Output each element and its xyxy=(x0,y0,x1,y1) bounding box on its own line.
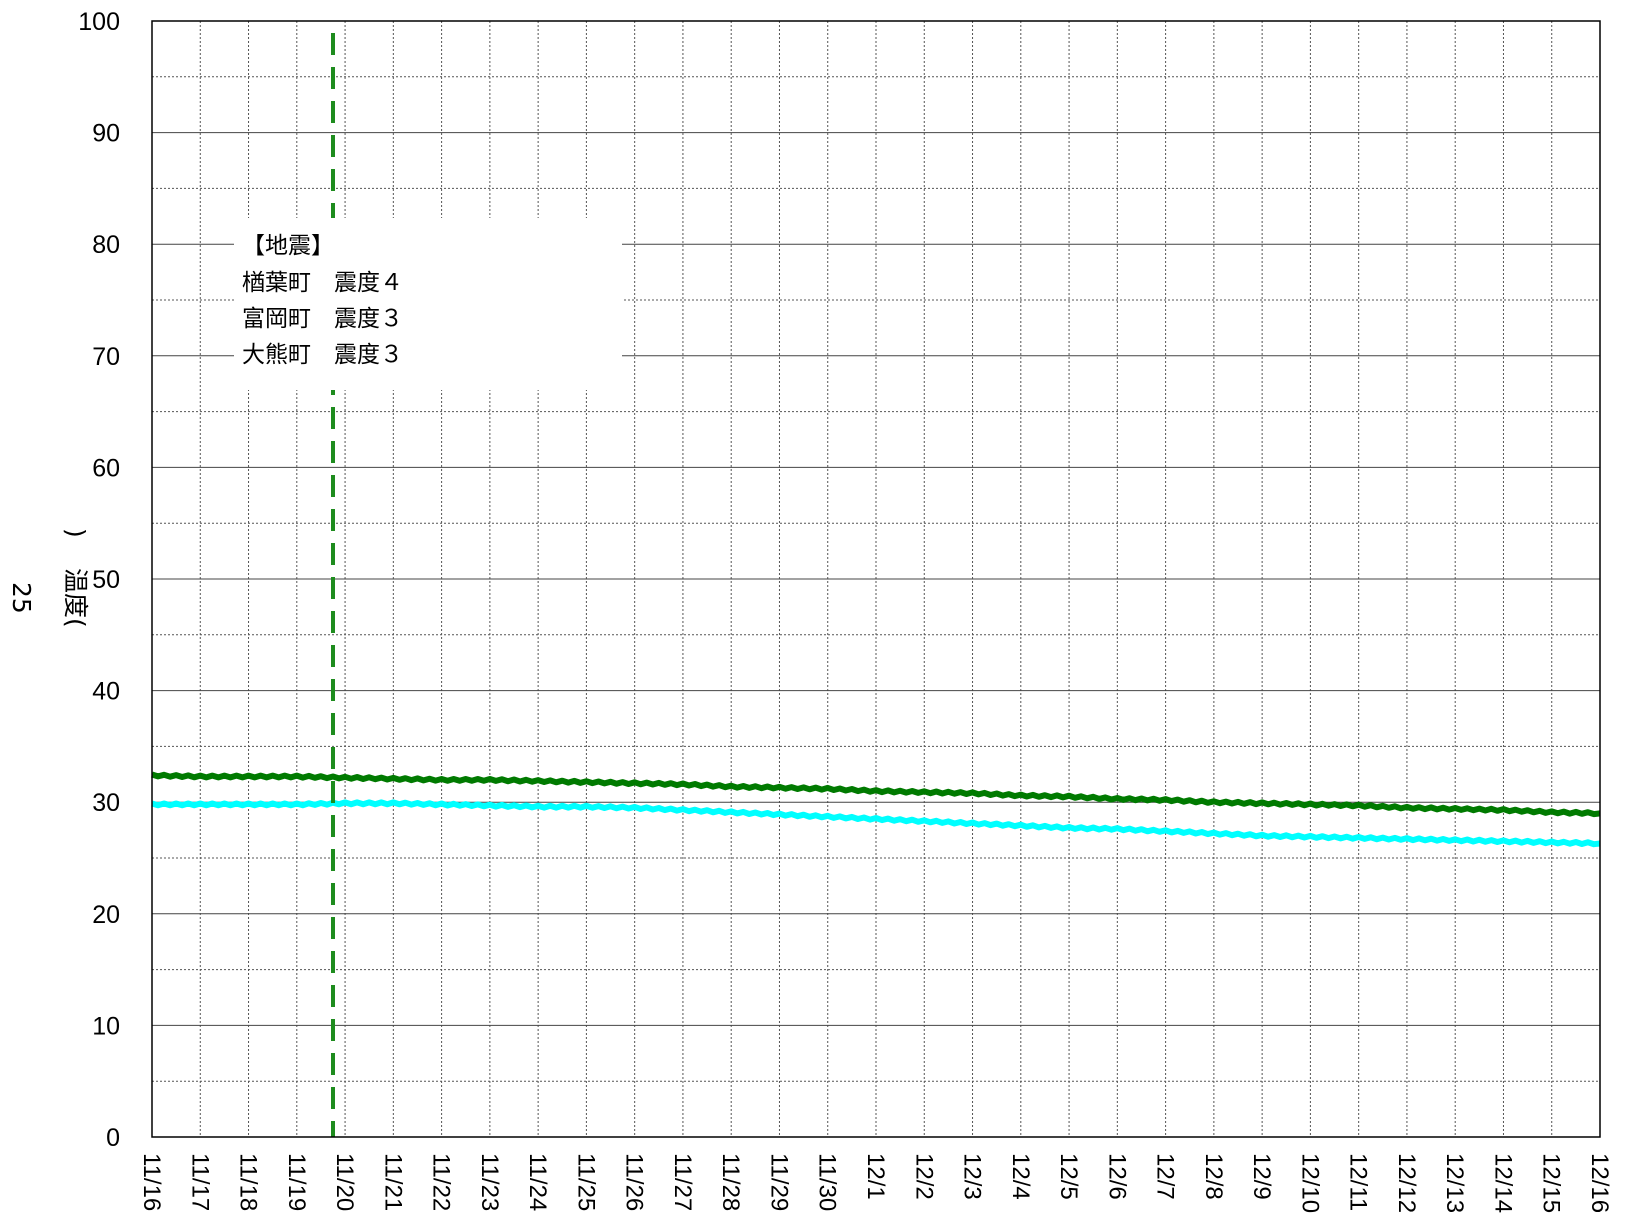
x-tick-label: 11/28 xyxy=(717,1153,744,1211)
x-tick-label: 11/29 xyxy=(765,1153,792,1211)
x-tick-label: 11/21 xyxy=(379,1153,406,1211)
plot-frame xyxy=(151,20,1601,1138)
y-tick-label: 10 xyxy=(92,1012,120,1040)
x-tick-label: 11/24 xyxy=(524,1153,551,1211)
x-tick-label: 11/27 xyxy=(669,1153,696,1211)
y-axis-label-part: 温度( xyxy=(61,568,90,628)
x-tick-label: 12/16 xyxy=(1586,1153,1613,1213)
y-tick-label: 70 xyxy=(92,343,120,371)
annotation-line: 【地震】 xyxy=(242,233,334,259)
annotation-background xyxy=(234,218,622,390)
x-tick-label: 12/7 xyxy=(1152,1153,1179,1200)
x-tick-label: 12/9 xyxy=(1248,1153,1275,1200)
x-tick-label: 11/26 xyxy=(621,1153,648,1211)
annotation-line: 楢葉町 震度４ xyxy=(242,270,403,296)
y-axis-label-part: 25 xyxy=(7,582,36,614)
y-axis-label: 温度( 25 ) xyxy=(7,528,90,628)
x-tick-label: 12/15 xyxy=(1538,1153,1565,1213)
annotation-line: 富岡町 震度３ xyxy=(242,306,403,332)
x-tick-label: 11/22 xyxy=(428,1153,455,1211)
x-tick-label: 12/3 xyxy=(959,1153,986,1200)
x-tick-label: 12/14 xyxy=(1489,1153,1516,1213)
y-tick-label: 50 xyxy=(92,566,120,594)
y-tick-label: 30 xyxy=(92,789,120,817)
x-tick-label: 12/2 xyxy=(910,1153,937,1200)
series-line xyxy=(151,771,1601,818)
x-tick-label: 12/10 xyxy=(1296,1153,1323,1213)
annotation-line: 大熊町 震度３ xyxy=(242,342,403,368)
y-tick-label: 40 xyxy=(92,678,120,706)
x-tick-label: 12/13 xyxy=(1441,1153,1468,1213)
x-tick-label: 11/18 xyxy=(235,1153,262,1211)
y-tick-label: 100 xyxy=(78,8,120,36)
x-tick-label: 12/6 xyxy=(1103,1153,1130,1200)
x-tick-label: 11/19 xyxy=(283,1153,310,1211)
earthquake-annotation: 【地震】 楢葉町 震度４ 富岡町 震度３ 大熊町 震度３ xyxy=(234,218,622,390)
x-tick-label: 11/23 xyxy=(476,1153,503,1211)
y-tick-label: 60 xyxy=(92,454,120,482)
x-tick-label: 12/4 xyxy=(1007,1153,1034,1200)
x-tick-label: 11/16 xyxy=(138,1153,165,1211)
y-tick-label: 0 xyxy=(106,1124,120,1152)
x-tick-label: 11/25 xyxy=(572,1153,599,1211)
y-axis-ticks: 0 10 20 30 40 50 60 70 80 90 100 xyxy=(78,8,120,1152)
series-layer xyxy=(151,771,1601,848)
y-tick-label: 80 xyxy=(92,231,120,259)
series-line xyxy=(151,799,1601,848)
x-tick-label: 11/17 xyxy=(186,1153,213,1211)
x-tick-label: 12/8 xyxy=(1200,1153,1227,1200)
x-tick-label: 12/5 xyxy=(1055,1153,1082,1200)
x-tick-label: 12/12 xyxy=(1393,1153,1420,1213)
y-tick-label: 20 xyxy=(92,901,120,929)
y-axis-label-part: ) xyxy=(61,528,90,538)
x-tick-label: 12/11 xyxy=(1345,1153,1372,1211)
x-tick-label: 11/20 xyxy=(331,1153,358,1211)
x-tick-label: 11/30 xyxy=(814,1153,841,1211)
y-tick-label: 90 xyxy=(92,120,120,148)
x-tick-label: 12/1 xyxy=(862,1153,889,1200)
x-axis-ticks: 11/16 11/17 11/18 11/19 11/20 11/21 11/22 11/23… xyxy=(138,1153,1613,1213)
